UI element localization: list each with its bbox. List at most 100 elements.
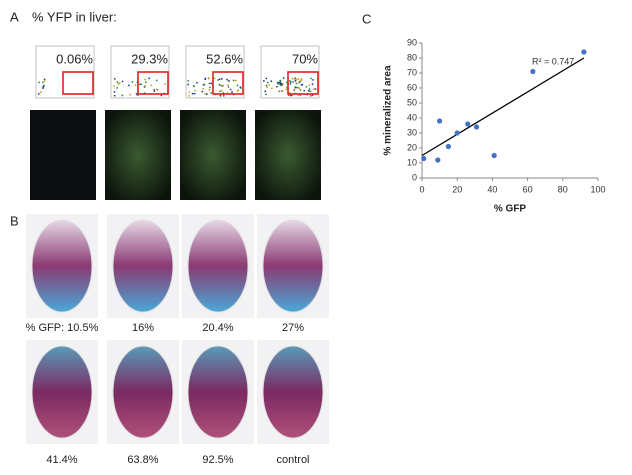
flow-dot bbox=[308, 84, 311, 87]
flow-dot bbox=[289, 81, 292, 84]
y-tick-label: 20 bbox=[407, 142, 417, 152]
flow-label: 0.06% bbox=[56, 51, 93, 66]
flow-dot bbox=[155, 79, 158, 82]
flow-dot bbox=[208, 88, 211, 91]
flow-dot bbox=[43, 78, 46, 81]
flow-dot bbox=[310, 77, 312, 80]
flow-dot bbox=[280, 84, 282, 87]
flow-dot bbox=[278, 81, 281, 84]
point bbox=[465, 121, 471, 127]
flow-dot bbox=[209, 86, 211, 89]
flow-label: 70% bbox=[292, 51, 318, 66]
skull bbox=[262, 219, 324, 313]
flow-dot bbox=[207, 77, 210, 79]
flow-dot bbox=[204, 78, 207, 81]
flow-dot bbox=[164, 82, 167, 85]
photo bbox=[105, 110, 171, 200]
point bbox=[445, 143, 451, 150]
flow-dot bbox=[265, 77, 268, 80]
flow-dot bbox=[307, 89, 310, 92]
skull-label: 41.4% bbox=[46, 454, 77, 466]
flow-dot bbox=[210, 92, 213, 94]
flow-dot bbox=[117, 83, 120, 85]
flow-dot bbox=[202, 84, 205, 86]
flow-dot bbox=[280, 83, 283, 85]
point bbox=[473, 124, 480, 130]
flow-dot bbox=[264, 90, 267, 93]
flow-dot bbox=[113, 78, 116, 80]
flow-plots: 0.06% 29.3% 52.6% 70% bbox=[35, 45, 320, 99]
photo bbox=[255, 110, 321, 200]
flow-dot bbox=[196, 81, 198, 84]
flow-dot bbox=[297, 78, 300, 80]
gate bbox=[137, 71, 169, 95]
flow-dot bbox=[202, 87, 205, 90]
flow-dot bbox=[222, 94, 225, 97]
flow-dot bbox=[118, 82, 121, 84]
flow-dot bbox=[192, 85, 195, 88]
flow-dot bbox=[288, 79, 291, 82]
flow-dot bbox=[298, 80, 301, 83]
flow-dot bbox=[281, 89, 284, 92]
x-tick-label: 20 bbox=[452, 184, 462, 194]
flow-dot bbox=[312, 78, 314, 81]
flow-dot bbox=[295, 82, 298, 85]
flow-dot bbox=[226, 78, 228, 81]
flow-dot bbox=[305, 85, 308, 88]
flow-dot bbox=[201, 90, 204, 93]
flow-dot bbox=[300, 78, 303, 81]
flow-dot bbox=[144, 85, 146, 87]
flow-dot bbox=[228, 80, 230, 82]
flow-dot bbox=[218, 78, 221, 81]
point bbox=[421, 155, 427, 162]
flow-dot bbox=[43, 79, 46, 82]
flow-dot bbox=[295, 78, 298, 81]
flow-dot bbox=[266, 81, 269, 84]
flow-dot bbox=[205, 93, 208, 96]
flow-dot bbox=[294, 77, 297, 79]
flow-dot bbox=[39, 91, 42, 93]
panel-title: % YFP in liver: bbox=[32, 9, 117, 24]
flow-dot bbox=[279, 79, 282, 82]
photo bbox=[30, 110, 96, 200]
flow-dot bbox=[229, 88, 232, 91]
y-tick-label: 40 bbox=[407, 112, 417, 122]
flow-dot bbox=[194, 89, 196, 92]
flow-dot bbox=[266, 86, 268, 89]
skull-photos: % GFP: 10.5% 16% 20.4% 27% 41.4% 63.8% 92.5% co… bbox=[26, 214, 329, 466]
flow-dot bbox=[42, 85, 45, 88]
gate bbox=[62, 71, 94, 95]
flow-dot bbox=[148, 77, 151, 80]
flow-dot bbox=[234, 79, 237, 82]
flow-dot bbox=[291, 77, 294, 80]
flow-dot bbox=[295, 86, 298, 89]
flow-dot bbox=[268, 84, 270, 87]
flow-dot bbox=[293, 78, 296, 81]
skull-label: % GFP: 10.5% bbox=[26, 322, 99, 334]
panel-letter: B bbox=[10, 213, 19, 228]
flow-dot bbox=[144, 81, 147, 84]
flow-dot bbox=[271, 87, 273, 90]
flow-dot bbox=[285, 88, 288, 91]
panel-letter: C bbox=[362, 11, 371, 26]
flow-dot bbox=[294, 86, 297, 89]
flow-dot bbox=[113, 85, 116, 87]
flow-dot bbox=[265, 93, 267, 96]
skull bbox=[112, 219, 174, 313]
flow-dot bbox=[187, 83, 189, 86]
flow-dot bbox=[303, 89, 306, 92]
flow-dot bbox=[276, 81, 279, 84]
skull bbox=[31, 345, 93, 439]
flow-dot bbox=[314, 88, 317, 90]
flow-dot bbox=[187, 79, 190, 82]
gate bbox=[287, 71, 319, 95]
x-tick-label: 100 bbox=[590, 184, 605, 194]
flow-dot bbox=[299, 88, 302, 91]
flow-dot bbox=[262, 80, 265, 82]
flow-dot bbox=[278, 90, 281, 93]
panel-letter: A bbox=[10, 9, 19, 24]
skull-label: 20.4% bbox=[202, 322, 233, 334]
flow-dot bbox=[135, 93, 138, 95]
skull bbox=[112, 345, 174, 439]
